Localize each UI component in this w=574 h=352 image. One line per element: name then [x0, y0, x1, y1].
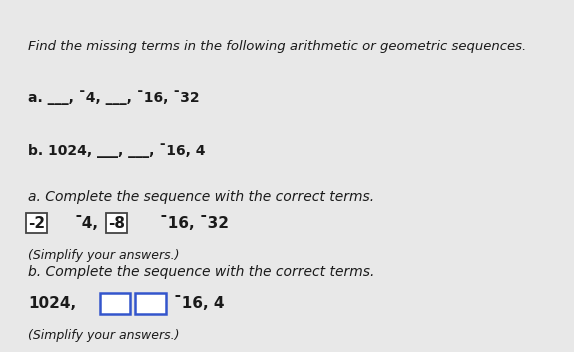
Text: b. Complete the sequence with the correct terms.: b. Complete the sequence with the correc… [28, 265, 374, 279]
Text: ¯4,: ¯4, [75, 216, 99, 231]
Text: (Simplify your answers.): (Simplify your answers.) [28, 249, 180, 262]
Bar [135, 293, 166, 314]
Text: ¯16, ¯32: ¯16, ¯32 [160, 216, 229, 231]
Bar [100, 293, 130, 314]
Text: -8: -8 [108, 216, 125, 231]
Text: (Simplify your answers.): (Simplify your answers.) [28, 329, 180, 342]
Text: ¯16, 4: ¯16, 4 [174, 296, 224, 311]
Text: b. 1024, ___, ___, ¯16, 4: b. 1024, ___, ___, ¯16, 4 [28, 144, 205, 158]
Text: a. ___, ¯4, ___, ¯16, ¯32: a. ___, ¯4, ___, ¯16, ¯32 [28, 90, 200, 105]
Text: 1024,: 1024, [28, 296, 76, 311]
Text: a. Complete the sequence with the correct terms.: a. Complete the sequence with the correc… [28, 190, 374, 203]
Text: Find the missing terms in the following arithmetic or geometric sequences.: Find the missing terms in the following … [28, 40, 526, 53]
Text: -2: -2 [28, 216, 45, 231]
